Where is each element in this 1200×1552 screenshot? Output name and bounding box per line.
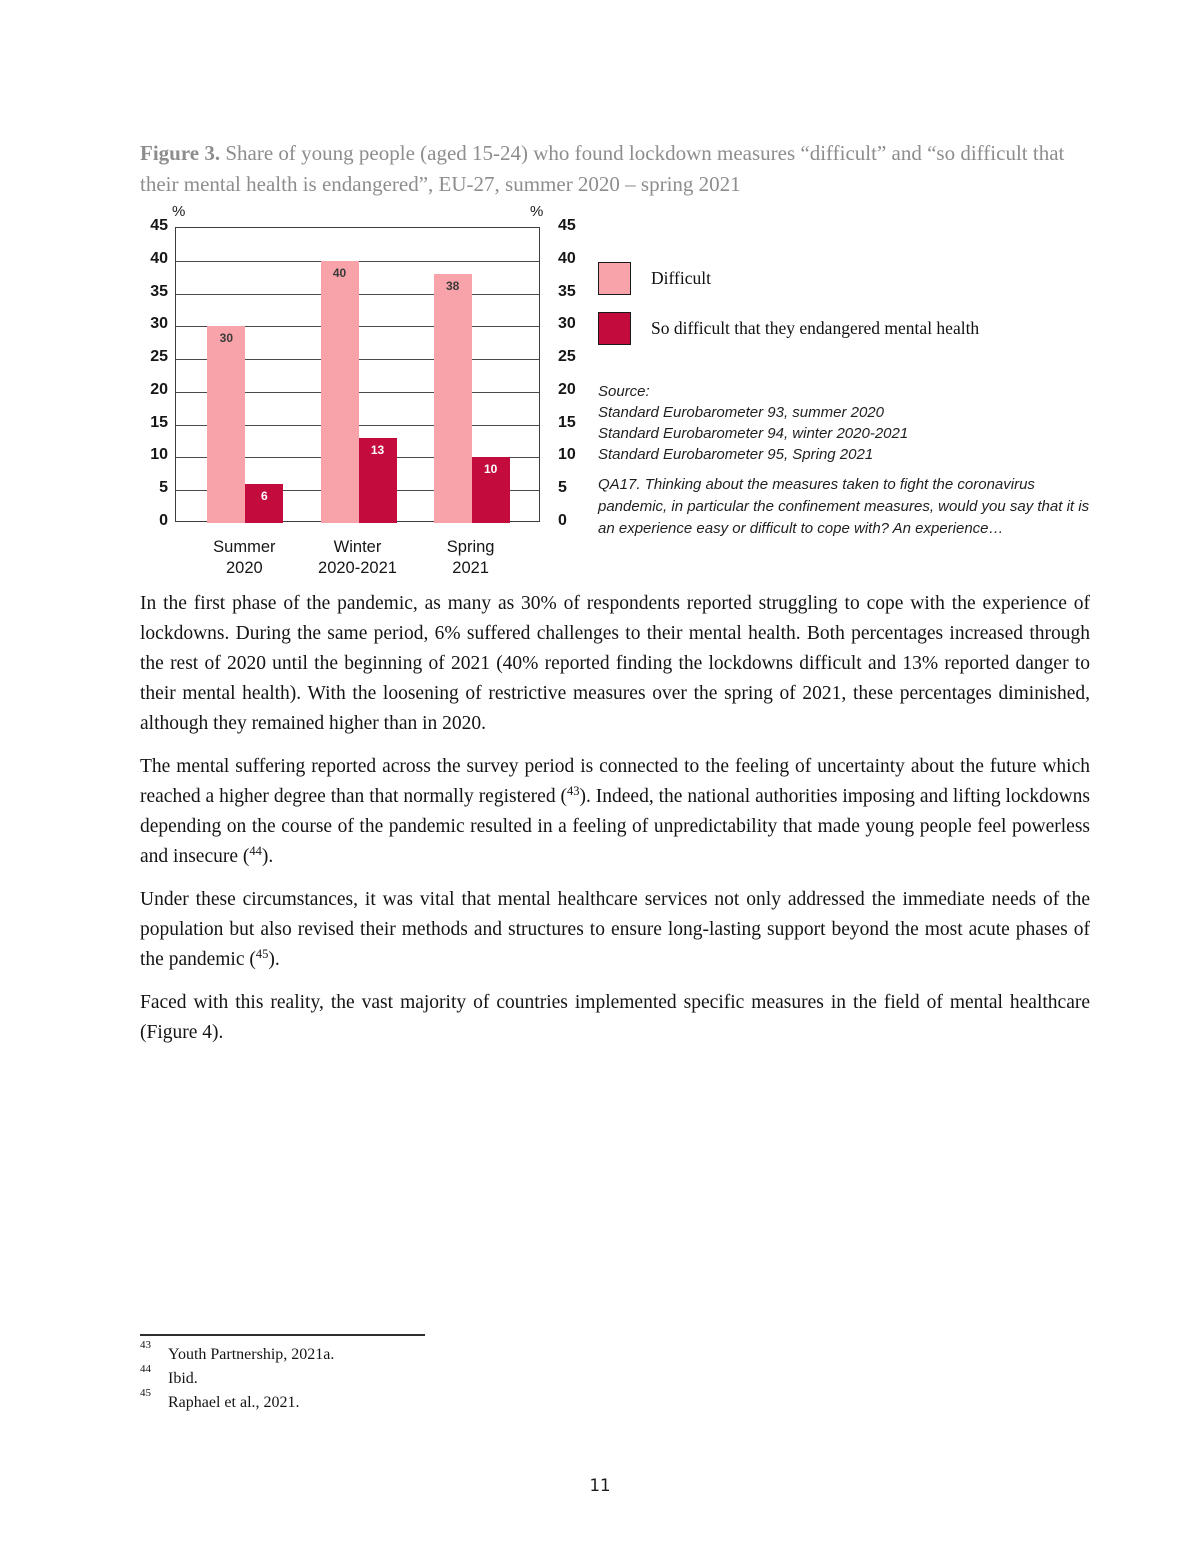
footnote-number: 43 [140, 1339, 151, 1352]
y-tick-right-20: 20 [558, 380, 576, 398]
x-axis-category-1: Winter 2020-2021 [278, 537, 438, 579]
legend-swatch-endangered [598, 312, 631, 345]
y-axis-unit-right: % [530, 203, 544, 220]
footnotes-section: 43 Youth Partnership, 2021a. 44 Ibid. 45 Raph… [140, 1334, 1090, 1415]
footnote-text: Raphael et al., 2021. [168, 1394, 300, 1411]
question-note: QA17. Thinking about the measures taken … [598, 476, 1090, 537]
bar-value-label: 40 [332, 265, 347, 280]
legend-swatch-difficult [598, 262, 631, 295]
footnote-number: 44 [140, 1363, 151, 1376]
plot-area: 30 6 40 13 38 10 [175, 227, 540, 523]
footnote-44: 44 Ibid. [140, 1364, 1090, 1391]
y-tick-right-5: 5 [558, 479, 567, 497]
footnote-text: Youth Partnership, 2021a. [168, 1346, 335, 1363]
page-number: 11 [589, 1476, 611, 1495]
chart-legend: Difficult So difficult that they endange… [598, 262, 1098, 362]
legend-label-endangered: So difficult that they endangered mental… [651, 318, 980, 338]
bar-chart: % % 30 6 40 13 38 10 0 0 5 5 10 10 15 15 20 20 25 25 30 30… [140, 203, 610, 590]
y-axis-unit-left: % [172, 203, 186, 220]
source-line-0: Source: [598, 383, 650, 400]
bar-value-label: 10 [483, 462, 498, 477]
y-tick-right-45: 45 [558, 217, 576, 234]
legend-label-difficult: Difficult [651, 268, 711, 288]
figure-caption: Figure 3. Share of young people (aged 15… [140, 138, 1092, 200]
body-text: In the first phase of the pandemic, as m… [140, 589, 1090, 1061]
x-axis-category-line: Spring [446, 538, 495, 556]
bar-series0-cat1: 40 [320, 260, 359, 523]
footnote-divider [140, 1334, 425, 1336]
legend-item-endangered: So difficult that they endangered mental… [598, 312, 1098, 345]
bar-value-label: 13 [370, 442, 385, 457]
x-axis-category-line: 2020-2021 [318, 559, 397, 577]
y-tick-left-30: 30 [150, 315, 168, 333]
y-tick-right-10: 10 [558, 446, 576, 464]
body-paragraph-2: Under these circumstances, it was vital … [140, 889, 1090, 970]
y-tick-left-45: 45 [150, 217, 168, 234]
bar-value-label: 6 [261, 488, 268, 503]
y-tick-right-40: 40 [558, 249, 576, 267]
source-line-3: Standard Eurobarometer 95, Spring 2021 [598, 446, 874, 463]
y-tick-left-0: 0 [159, 512, 168, 529]
source-line-1: Standard Eurobarometer 93, summer 2020 [598, 404, 884, 421]
legend-item-difficult: Difficult [598, 262, 1098, 295]
bar-series1-cat1: 13 [358, 437, 397, 523]
figure-label: Figure 3. [140, 141, 221, 165]
y-tick-left-10: 10 [150, 446, 168, 464]
footnote-number: 45 [140, 1387, 151, 1400]
y-tick-right-30: 30 [558, 315, 576, 333]
body-paragraph-3: Faced with this reality, the vast majori… [140, 992, 1090, 1043]
x-axis-category-line: Summer [213, 538, 276, 556]
footnote-text: Ibid. [168, 1370, 198, 1387]
x-axis-category-line: 2021 [452, 559, 489, 577]
footnote-45: 45 Raphael et al., 2021. [140, 1388, 1090, 1415]
x-axis-category-2: Spring 2021 [391, 537, 551, 579]
y-tick-left-25: 25 [150, 348, 168, 366]
bar-series0-cat2: 38 [433, 273, 472, 523]
y-tick-right-0: 0 [558, 512, 567, 529]
footnote-ref-44: 44 [249, 844, 262, 859]
body-paragraph-0: In the first phase of the pandemic, as m… [140, 593, 1090, 734]
x-axis-category-line: Winter [333, 538, 382, 556]
bar-series1-cat0: 6 [245, 483, 284, 523]
footnote-43: 43 Youth Partnership, 2021a. [140, 1340, 1090, 1367]
y-tick-right-35: 35 [558, 282, 576, 300]
body-paragraph-1: The mental suffering reported across the… [140, 756, 1090, 867]
y-tick-right-15: 15 [558, 413, 576, 431]
bar-series0-cat0: 30 [207, 326, 246, 523]
y-tick-left-15: 15 [150, 413, 168, 431]
y-tick-left-40: 40 [150, 249, 168, 267]
y-tick-left-5: 5 [159, 479, 168, 497]
x-axis-category-0: Summer 2020 [164, 537, 324, 579]
bar-value-label: 38 [445, 278, 460, 293]
bar-value-label: 30 [219, 331, 234, 346]
bar-series1-cat2: 10 [471, 457, 510, 523]
y-tick-left-20: 20 [150, 380, 168, 398]
source-line-2: Standard Eurobarometer 94, winter 2020-2… [598, 425, 909, 442]
y-tick-left-35: 35 [150, 282, 168, 300]
footnote-ref-45: 45 [255, 947, 269, 962]
y-tick-right-25: 25 [558, 348, 576, 366]
source-block: Source: Standard Eurobarometer 93, summer… [598, 381, 1098, 465]
figure-caption-text: Share of young people (aged 15-24) who f… [140, 141, 1065, 196]
footnote-ref-43: 43 [566, 784, 580, 799]
footnote-list: 43 Youth Partnership, 2021a. 44 Ibid. 45 Raph… [140, 1340, 1090, 1415]
x-axis-category-line: 2020 [225, 559, 263, 577]
